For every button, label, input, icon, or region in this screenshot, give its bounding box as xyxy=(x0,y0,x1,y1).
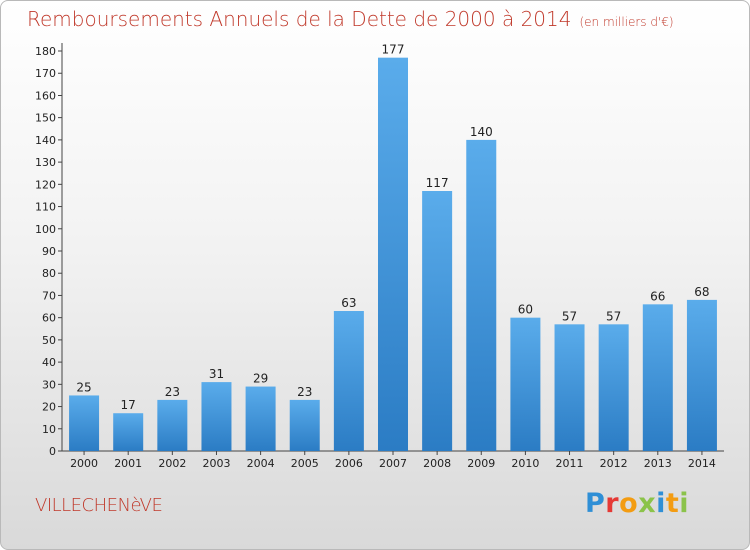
y-tick-label: 0 xyxy=(49,445,56,458)
x-tick-label: 2009 xyxy=(467,457,495,470)
bar-2001 xyxy=(113,413,144,451)
commune-name: VILLECHENèVE xyxy=(35,495,163,516)
y-tick-label: 100 xyxy=(35,223,56,236)
bar-2014 xyxy=(686,299,717,451)
bar-2000 xyxy=(69,395,100,451)
y-tick-label: 140 xyxy=(35,134,56,147)
bar-2002 xyxy=(157,399,188,451)
y-tick-label: 170 xyxy=(35,67,56,80)
chart-title: Remboursements Annuels de la Dette de 20… xyxy=(27,7,674,31)
bar-2005 xyxy=(289,399,320,451)
x-tick-label: 2008 xyxy=(423,457,451,470)
bar-value-label: 66 xyxy=(650,289,665,303)
proxiti-logo: Proxiti xyxy=(585,488,689,519)
x-tick-label: 2004 xyxy=(247,457,275,470)
x-tick-label: 2001 xyxy=(114,457,142,470)
y-tick-label: 130 xyxy=(35,156,56,169)
bar-value-label: 117 xyxy=(426,176,449,190)
bar-chart: 0 10 20 30 40 50 60 70 80 90 100 110 120 130 140 150 160… xyxy=(35,43,724,470)
logo-letter: i xyxy=(656,488,666,519)
bar-value-label: 29 xyxy=(253,372,268,386)
y-tick-label: 30 xyxy=(42,378,56,391)
x-tick-label: 2012 xyxy=(600,457,628,470)
y-tick-label: 70 xyxy=(42,289,56,302)
bar-value-label: 25 xyxy=(76,380,91,394)
x-tick-label: 2003 xyxy=(202,457,230,470)
logo-letter: P xyxy=(585,488,606,519)
bar-value-label: 31 xyxy=(209,367,224,381)
bar-2008 xyxy=(422,191,453,451)
logo-letter: i xyxy=(679,488,690,519)
bar-value-label: 57 xyxy=(562,309,577,323)
bar-2003 xyxy=(201,382,232,451)
bar-2007 xyxy=(378,57,408,452)
y-tick-label: 160 xyxy=(35,89,56,102)
y-tick-label: 150 xyxy=(35,112,56,125)
bar-value-label: 17 xyxy=(121,398,136,412)
bar-value-label: 23 xyxy=(297,385,312,399)
title-text: Remboursements Annuels de la Dette de 20… xyxy=(27,7,572,31)
x-tick-label: 2005 xyxy=(291,457,319,470)
bar-2011 xyxy=(554,324,585,451)
x-tick-label: 2002 xyxy=(158,457,186,470)
bar-value-label: 68 xyxy=(694,285,709,299)
bar-2009 xyxy=(466,139,497,451)
x-tick-label: 2011 xyxy=(556,457,584,470)
y-tick-label: 10 xyxy=(42,423,56,436)
logo-letter: t xyxy=(665,488,680,519)
y-tick-label: 50 xyxy=(42,334,56,347)
bar-value-label: 23 xyxy=(165,385,180,399)
x-tick-label: 2013 xyxy=(644,457,672,470)
bar-value-label: 60 xyxy=(518,303,533,317)
y-tick-label: 60 xyxy=(42,312,56,325)
logo-letter: o xyxy=(619,488,639,519)
x-tick-label: 2010 xyxy=(511,457,539,470)
y-tick-label: 20 xyxy=(42,401,56,414)
y-tick-label: 40 xyxy=(42,356,56,369)
y-tick-label: 120 xyxy=(35,178,56,191)
bar-2012 xyxy=(598,324,629,451)
logo-letter: x xyxy=(638,488,657,519)
logo-letter: r xyxy=(605,488,620,519)
bar-value-label: 57 xyxy=(606,309,621,323)
y-tick-label: 180 xyxy=(35,45,56,58)
bar-2004 xyxy=(245,386,276,451)
x-tick-label: 2000 xyxy=(70,457,98,470)
bar-value-label: 140 xyxy=(470,125,493,139)
bar-value-label: 177 xyxy=(382,43,405,57)
x-tick-label: 2014 xyxy=(688,457,716,470)
y-tick-label: 110 xyxy=(35,201,56,214)
bar-2006 xyxy=(333,311,364,451)
y-tick-label: 80 xyxy=(42,267,56,280)
bar-2010 xyxy=(510,317,541,451)
x-tick-label: 2007 xyxy=(379,457,407,470)
title-unit: (en milliers d'€) xyxy=(579,15,674,29)
x-tick-label: 2006 xyxy=(335,457,363,470)
y-tick-label: 90 xyxy=(42,245,56,258)
bar-value-label: 63 xyxy=(341,296,356,310)
bar-2013 xyxy=(642,304,673,451)
